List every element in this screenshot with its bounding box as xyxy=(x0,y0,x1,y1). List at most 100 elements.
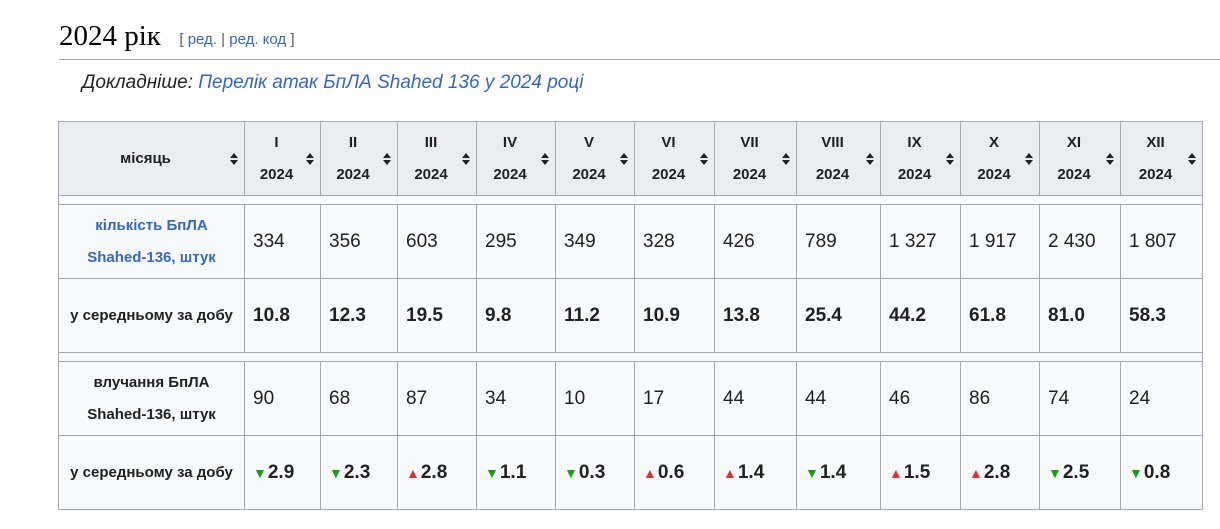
hits-average-cell: ▼2.3 xyxy=(320,435,398,510)
hits-average-cell: ▲1.5 xyxy=(880,435,961,510)
hits-cell: 90 xyxy=(244,361,321,436)
count-cell: 356 xyxy=(320,204,398,279)
sort-icon[interactable] xyxy=(306,152,314,165)
average-cell: 61.8 xyxy=(960,278,1040,353)
decrease-arrow-icon: ▼ xyxy=(485,464,499,481)
sort-icon[interactable] xyxy=(782,152,790,165)
increase-arrow-icon: ▲ xyxy=(723,464,737,481)
section-title: 2024 рік xyxy=(59,20,161,52)
hits-average-cell: ▼2.9 xyxy=(244,435,321,510)
hits-average-value: 1.1 xyxy=(499,461,527,483)
hits-average-value: 2.8 xyxy=(420,461,448,483)
month-roman: I xyxy=(274,133,279,151)
column-header-month-4[interactable]: IV 2024 xyxy=(476,121,556,196)
column-header-month-10[interactable]: X 2024 xyxy=(960,121,1040,196)
count-cell: 295 xyxy=(476,204,556,279)
sort-icon[interactable] xyxy=(1188,152,1196,165)
hatnote: Докладніше: Перелік атак БпЛА Shahed 136… xyxy=(82,72,583,94)
hits-cell: 87 xyxy=(397,361,477,436)
month-roman: VI xyxy=(661,133,676,151)
increase-arrow-icon: ▲ xyxy=(889,464,903,481)
sort-icon[interactable] xyxy=(866,152,874,165)
hits-average-value: 2.5 xyxy=(1062,461,1090,483)
count-cell: 334 xyxy=(244,204,321,279)
edit-link[interactable]: ред. xyxy=(187,31,217,48)
month-roman: IX xyxy=(907,133,922,151)
edit-source-link[interactable]: ред. код xyxy=(229,31,287,48)
average-cell: 19.5 xyxy=(397,278,477,353)
sort-icon[interactable] xyxy=(1106,152,1114,165)
average-cell: 10.9 xyxy=(634,278,715,353)
count-cell: 426 xyxy=(714,204,797,279)
hits-cell: 34 xyxy=(476,361,556,436)
table-row-count: кількість БпЛА Shahed-136, штук 334 356 60… xyxy=(58,204,1203,279)
month-year: 2024 xyxy=(414,165,448,183)
month-year: 2024 xyxy=(897,165,932,183)
month-roman: X xyxy=(988,133,999,151)
hits-cell: 17 xyxy=(634,361,715,436)
average-cell: 58.3 xyxy=(1120,278,1203,353)
sort-icon[interactable] xyxy=(1025,152,1033,165)
column-header-month[interactable]: місяць xyxy=(58,121,245,196)
edit-section-links: [ ред. | ред. код ] xyxy=(179,31,295,48)
column-header-month-7[interactable]: VII 2024 xyxy=(714,121,797,196)
hits-average-cell: ▼0.3 xyxy=(555,435,635,510)
decrease-arrow-icon: ▼ xyxy=(253,464,267,481)
hits-average-cell: ▼0.8 xyxy=(1120,435,1203,510)
row-header-count[interactable]: кількість БпЛА Shahed-136, штук xyxy=(58,204,245,279)
hits-average-cell: ▲2.8 xyxy=(960,435,1040,510)
average-cell: 81.0 xyxy=(1039,278,1121,353)
hits-average-cell: ▲2.8 xyxy=(397,435,477,510)
decrease-arrow-icon: ▼ xyxy=(564,464,578,481)
column-header-month-12[interactable]: XII 2024 xyxy=(1120,121,1203,196)
sort-icon[interactable] xyxy=(462,152,470,165)
column-header-month-5[interactable]: V 2024 xyxy=(555,121,635,196)
month-roman: XI xyxy=(1066,133,1082,151)
hits-average-value: 0.6 xyxy=(657,461,685,483)
column-header-month-2[interactable]: II 2024 xyxy=(320,121,398,196)
hits-cell: 68 xyxy=(320,361,398,436)
hits-cell: 44 xyxy=(796,361,881,436)
column-header-month-3[interactable]: III 2024 xyxy=(397,121,477,196)
month-year: 2024 xyxy=(732,165,767,183)
column-header-month-9[interactable]: IX 2024 xyxy=(880,121,961,196)
sort-icon[interactable] xyxy=(620,152,628,165)
column-header-month-6[interactable]: VI 2024 xyxy=(634,121,715,196)
average-cell: 9.8 xyxy=(476,278,556,353)
row-header-hits: влучання БпЛА Shahed-136, штук xyxy=(58,361,245,436)
increase-arrow-icon: ▲ xyxy=(643,464,657,481)
decrease-arrow-icon: ▼ xyxy=(1129,464,1143,481)
month-year: 2024 xyxy=(1138,165,1173,183)
count-cell: 603 xyxy=(397,204,477,279)
column-header-month-1[interactable]: I 2024 xyxy=(244,121,321,196)
header-row: місяць I 2024 II 2024 III 2024 IV 2024 V 2024 VI 20… xyxy=(58,121,1203,196)
hits-average-cell: ▲0.6 xyxy=(634,435,715,510)
month-year: 2024 xyxy=(572,165,606,183)
sort-icon[interactable] xyxy=(541,152,549,165)
month-year: 2024 xyxy=(651,165,686,183)
sort-icon[interactable] xyxy=(383,152,391,165)
month-year: 2024 xyxy=(977,165,1011,183)
hits-average-cell: ▲1.4 xyxy=(714,435,797,510)
sort-icon[interactable] xyxy=(230,152,238,165)
column-header-month-8[interactable]: VIII 2024 xyxy=(796,121,881,196)
column-header-month-11[interactable]: XI 2024 xyxy=(1039,121,1121,196)
month-roman: VIII xyxy=(821,133,844,151)
month-roman: IV xyxy=(502,133,518,151)
average-cell: 25.4 xyxy=(796,278,881,353)
decrease-arrow-icon: ▼ xyxy=(805,464,819,481)
month-roman: III xyxy=(424,133,438,151)
row-header-average: у середньому за добу xyxy=(58,278,245,353)
shahed-attacks-table: місяць I 2024 II 2024 III 2024 IV 2024 V 2024 VI 20… xyxy=(58,121,1203,510)
increase-arrow-icon: ▲ xyxy=(406,464,420,481)
average-cell: 11.2 xyxy=(555,278,635,353)
hatnote-link[interactable]: Перелік атак БпЛА Shahed 136 у 2024 році xyxy=(198,72,584,93)
count-cell: 1 917 xyxy=(960,204,1040,279)
hits-cell: 44 xyxy=(714,361,797,436)
hits-average-cell: ▼1.1 xyxy=(476,435,556,510)
sort-icon[interactable] xyxy=(946,152,954,165)
sort-icon[interactable] xyxy=(700,152,708,165)
hits-average-cell: ▼2.5 xyxy=(1039,435,1121,510)
count-cell: 2 430 xyxy=(1039,204,1121,279)
count-cell: 789 xyxy=(796,204,881,279)
